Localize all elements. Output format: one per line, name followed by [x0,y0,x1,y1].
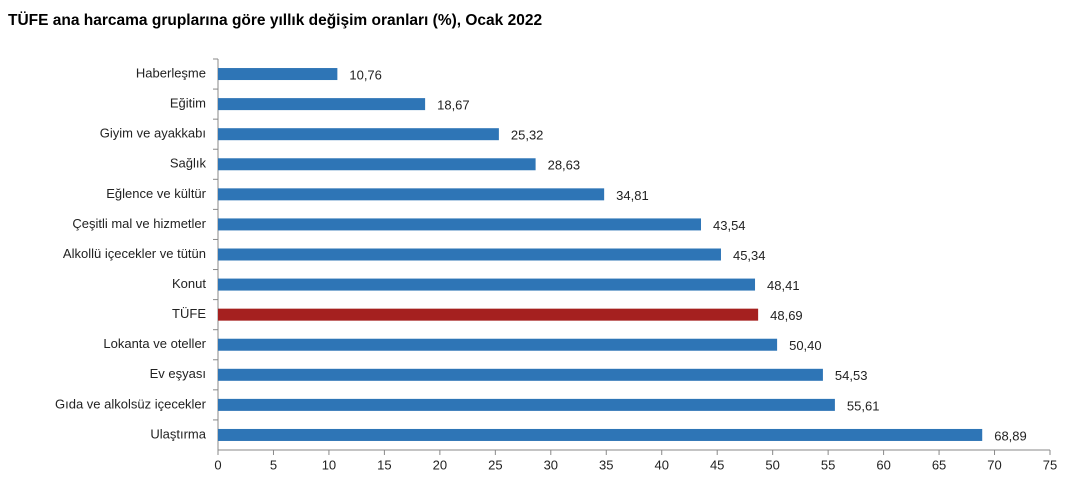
x-tick-label: 65 [932,457,946,472]
y-tick-label: Alkollü içecekler ve tütün [63,246,206,261]
value-label: 68,89 [994,428,1027,443]
x-tick-label: 45 [710,457,724,472]
x-tick-label: 25 [488,457,502,472]
y-tick-label: Çeşitli mal ve hizmetler [72,216,206,231]
bar [218,308,759,321]
bar [218,248,721,261]
value-label: 25,32 [511,128,544,143]
bar [218,68,338,81]
x-tick-label: 70 [987,457,1001,472]
value-label: 54,53 [835,368,868,383]
chart-title: TÜFE ana harcama gruplarına göre yıllık … [8,12,542,29]
value-label: 55,61 [847,398,880,413]
value-label: 18,67 [437,98,470,113]
bar [218,188,605,201]
x-tick-label: 50 [765,457,779,472]
bar [218,218,702,231]
x-tick-label: 60 [876,457,890,472]
x-tick-label: 15 [377,457,391,472]
y-tick-label: Sağlık [170,156,207,171]
bar [218,158,536,171]
x-tick-label: 35 [599,457,613,472]
x-tick-label: 0 [214,457,221,472]
y-tick-label: Haberleşme [136,65,206,80]
bar [218,128,499,141]
x-tick-label: 20 [433,457,447,472]
value-label: 34,81 [616,188,649,203]
value-label: 10,76 [349,67,382,82]
bar [218,338,778,351]
y-tick-label: Konut [172,276,206,291]
value-label: 48,69 [770,308,803,323]
x-tick-label: 5 [270,457,277,472]
value-label: 28,63 [548,158,581,173]
value-label: 48,41 [767,278,800,293]
y-tick-label: Ev eşyası [150,366,206,381]
bar [218,368,823,381]
y-tick-label: Lokanta ve oteller [103,336,206,351]
x-tick-label: 75 [1043,457,1057,472]
bar [218,278,756,291]
y-tick-label: Eğitim [170,96,206,111]
y-tick-label: Gıda ve alkolsüz içecekler [55,396,207,411]
bar [218,98,426,111]
value-label: 50,40 [789,338,822,353]
y-tick-label: Ulaştırma [150,426,206,441]
x-tick-label: 55 [821,457,835,472]
bar [218,428,983,441]
x-tick-label: 10 [322,457,336,472]
y-tick-label: Giyim ve ayakkabı [100,126,206,141]
y-tick-label: TÜFE [172,306,206,321]
bar [218,398,835,411]
x-tick-label: 40 [654,457,668,472]
value-label: 43,54 [713,218,746,233]
x-tick-label: 30 [544,457,558,472]
value-label: 45,34 [733,248,766,263]
y-tick-label: Eğlence ve kültür [106,186,206,201]
